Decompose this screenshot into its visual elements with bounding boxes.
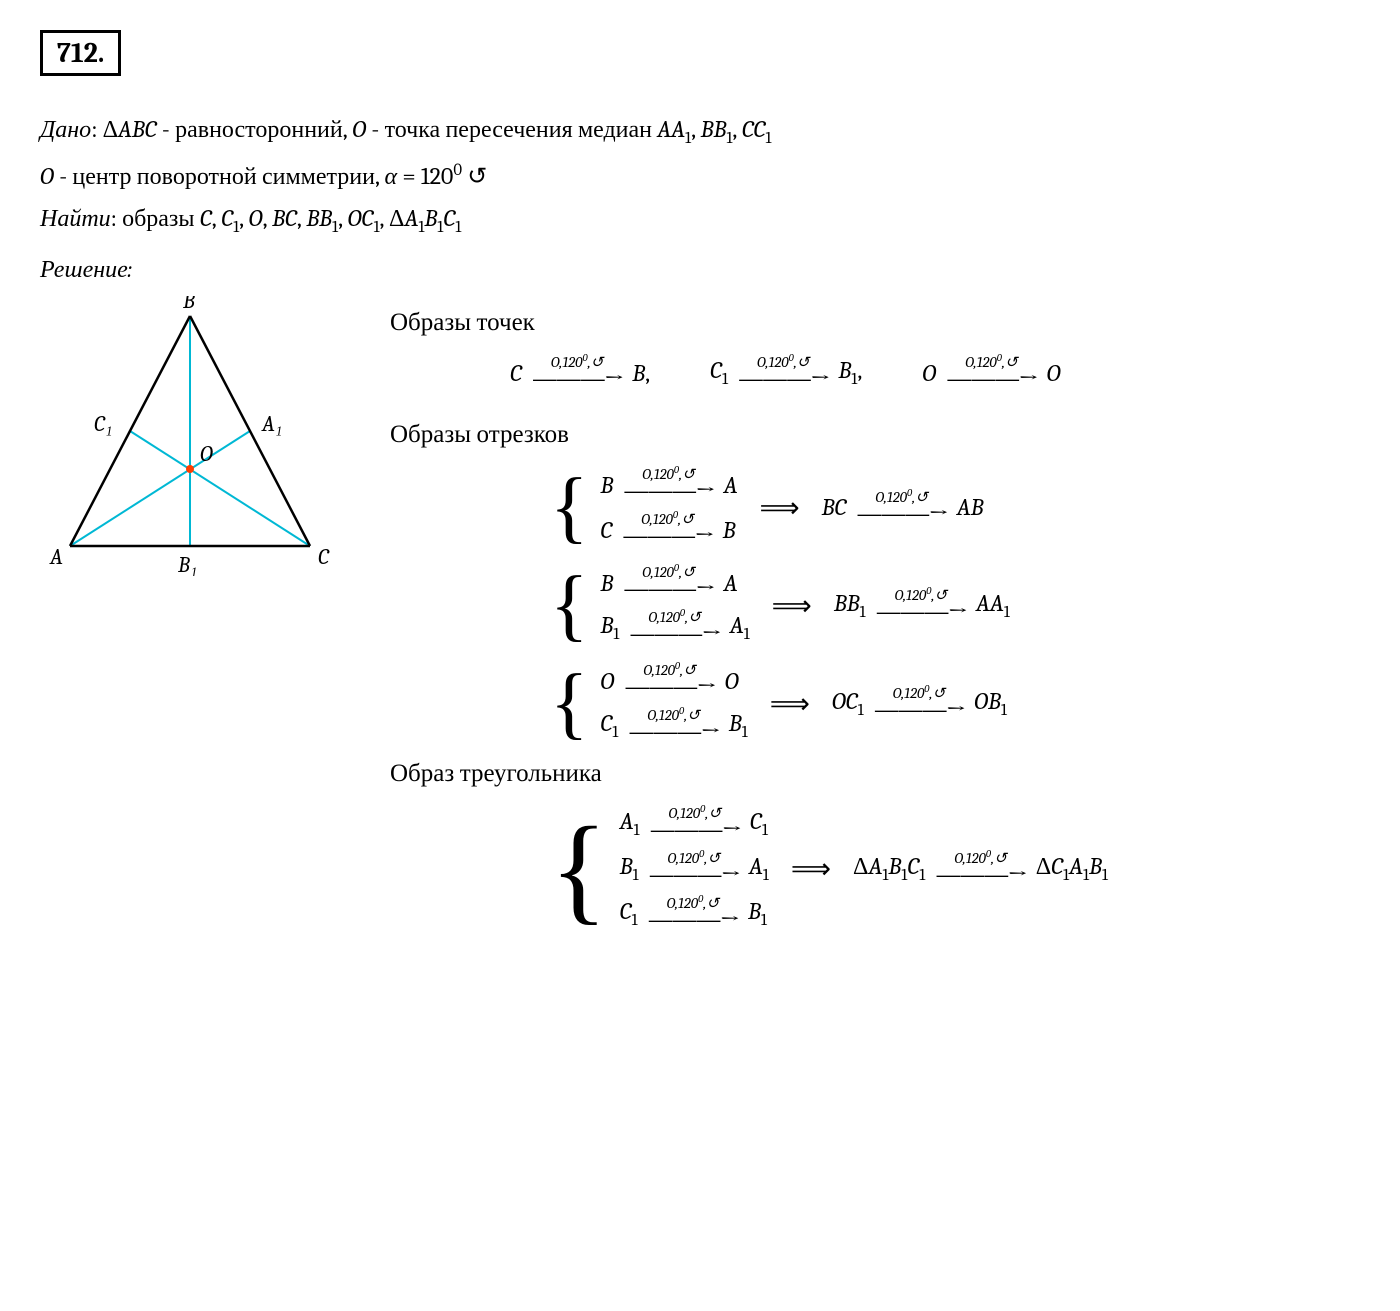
points-row: C O,1200,↺ ———→ B, C1 O,1200,↺ ———→ B1, …	[390, 353, 1360, 392]
rotation-arrow: O,1200,↺ ———→	[946, 353, 1036, 392]
mapping-item: B O,1200,↺ ———→ A	[600, 465, 737, 504]
rotation-arrow: O,1200,↺ ———→	[532, 353, 622, 392]
implies-icon: ⟹	[791, 852, 831, 885]
rotation-arrow: O,1200,↺ ———→	[648, 894, 738, 933]
svg-text:B: B	[182, 296, 195, 314]
implies-icon: ⟹	[772, 589, 812, 622]
mapping-item: B1 O,1200,↺ ———→ A1	[620, 849, 769, 888]
mapping-item: B O,1200,↺ ———→ A	[600, 563, 737, 602]
rotation-arrow: O,1200,↺ ———→	[622, 510, 712, 549]
rotation-arrow: O,1200,↺ ———→	[623, 465, 713, 504]
rotation-arrow: O,1200,↺ ———→	[624, 661, 714, 700]
implies-icon: ⟹	[760, 491, 800, 524]
mapping-item: O O,1200,↺ ———→ O	[600, 661, 738, 700]
rotation-arrow: O,1200,↺ ———→	[876, 586, 966, 625]
mapping-item: C1 O,1200,↺ ———→ B1,	[710, 353, 862, 392]
rotation-arrow: O,1200,↺ ———→	[874, 684, 964, 723]
given-line-2: O - центр поворотной симметрии, α = 1200…	[40, 157, 1360, 195]
mapping-item: C1 O,1200,↺ ———→ B1	[600, 706, 747, 745]
mapping-item: OC1 O,1200,↺ ———→ OB1	[832, 684, 1007, 723]
rotation-arrow: O,1200,↺ ———→	[623, 563, 713, 602]
triangle-block: { A1 O,1200,↺ ———→ C1 B1 O,1200,↺ ———→ A…	[390, 804, 1360, 933]
given-line-1: Дано: ΔABC - равносторонний, O - точка п…	[40, 110, 1360, 153]
find-line: Найти: образы C, C1, O, BC, BB1, OC1, ΔA…	[40, 199, 1360, 242]
segment-blocks: { B O,1200,↺ ———→ A C O,1200,↺ ———→ B ⟹ …	[390, 465, 1360, 745]
rotation-arrow: O,1200,↺ ———→	[628, 706, 718, 745]
solution-label: Решение:	[40, 250, 1360, 288]
left-brace-icon: {	[550, 475, 588, 539]
segments-section-title: Образы отрезков	[390, 420, 1360, 449]
brace-block: { B O,1200,↺ ———→ A C O,1200,↺ ———→ B ⟹ …	[550, 465, 1360, 549]
rotation-arrow: O,1200,↺ ———→	[629, 608, 719, 647]
svg-text:C₁: C₁	[94, 411, 113, 437]
rotation-arrow: O,1200,↺ ———→	[935, 849, 1025, 888]
points-section-title: Образы точек	[390, 308, 1360, 337]
math-area: Образы точек C O,1200,↺ ———→ B, C1 O,120…	[390, 296, 1360, 947]
svg-text:C: C	[318, 544, 330, 570]
mapping-item: C O,1200,↺ ———→ B,	[510, 353, 650, 392]
brace-block: { A1 O,1200,↺ ———→ C1 B1 O,1200,↺ ———→ A…	[550, 804, 1360, 933]
svg-text:O: O	[200, 441, 213, 467]
left-brace-icon: {	[550, 573, 588, 637]
triangle-svg: A B C A₁ B₁ C₁ O	[40, 296, 340, 576]
mapping-item: BB1 O,1200,↺ ———→ AA1	[834, 586, 1010, 625]
rotation-arrow: O,1200,↺ ———→	[738, 353, 828, 392]
svg-text:B₁: B₁	[177, 552, 197, 576]
svg-text:A₁: A₁	[261, 411, 282, 437]
left-brace-icon: {	[550, 824, 608, 914]
mapping-item: BC O,1200,↺ ———→ AB	[822, 488, 984, 527]
mapping-item: B1 O,1200,↺ ———→ A1	[600, 608, 749, 647]
brace-block: { O O,1200,↺ ———→ O C1 O,1200,↺ ———→ B1 …	[550, 661, 1360, 745]
brace-block: { B O,1200,↺ ———→ A B1 O,1200,↺ ———→ A1 …	[550, 563, 1360, 647]
rotation-arrow: O,1200,↺ ———→	[650, 804, 740, 843]
rotation-arrow: O,1200,↺ ———→	[856, 488, 946, 527]
triangle-section-title: Образ треугольника	[390, 759, 1360, 788]
svg-text:A: A	[49, 544, 63, 570]
rotation-arrow: O,1200,↺ ———→	[649, 849, 739, 888]
triangle-diagram: A B C A₁ B₁ C₁ O	[40, 296, 360, 582]
left-brace-icon: {	[550, 671, 588, 735]
problem-number: 712.	[40, 30, 121, 76]
mapping-item: ΔA1B1C1 O,1200,↺ ———→ ΔC1A1B1	[853, 849, 1108, 888]
implies-icon: ⟹	[770, 687, 810, 720]
mapping-item: A1 O,1200,↺ ———→ C1	[620, 804, 768, 843]
mapping-item: O O,1200,↺ ———→ O	[922, 353, 1060, 392]
mapping-item: C1 O,1200,↺ ———→ B1	[620, 894, 767, 933]
mapping-item: C O,1200,↺ ———→ B	[600, 510, 735, 549]
